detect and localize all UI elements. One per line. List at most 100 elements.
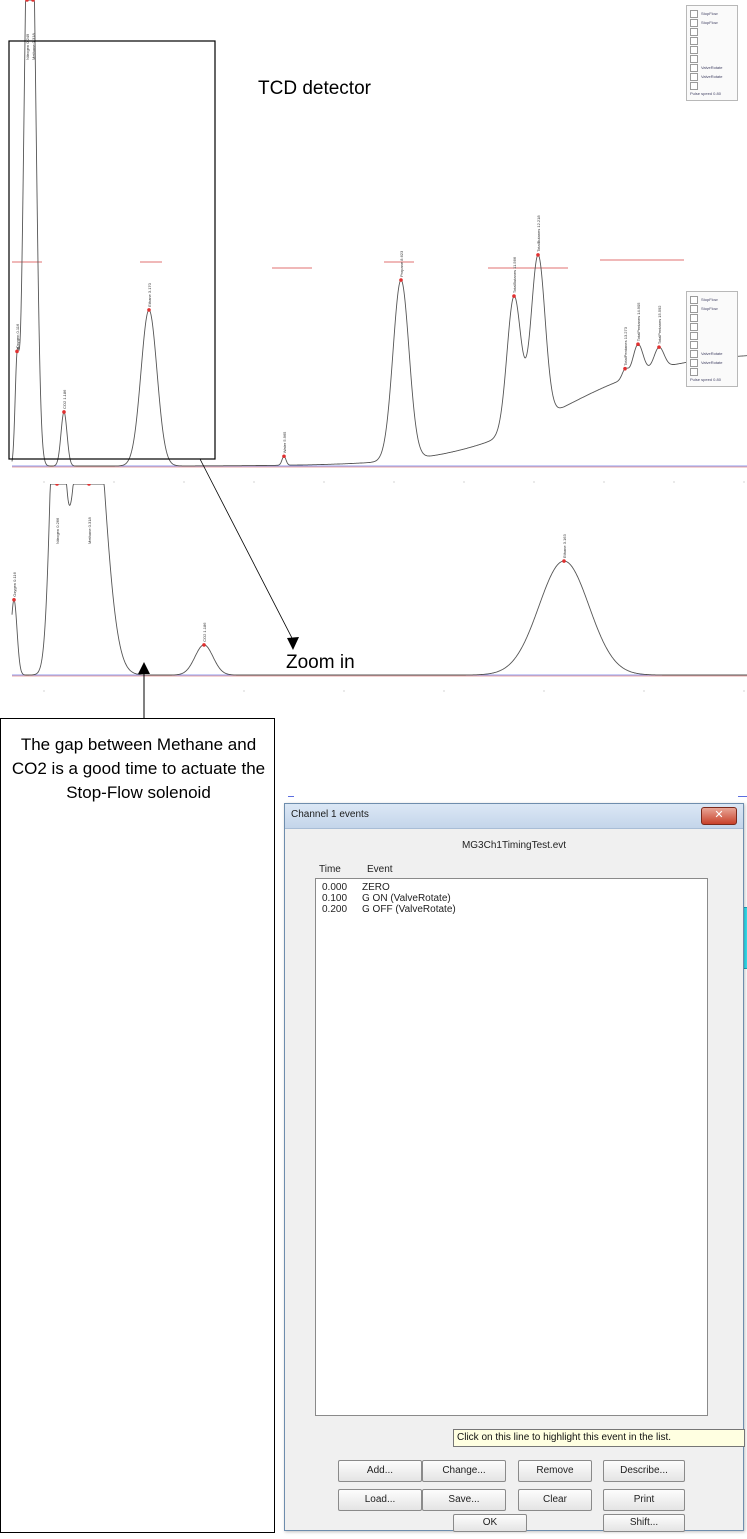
peak-marker bbox=[399, 278, 403, 282]
legend-checkbox[interactable] bbox=[690, 359, 698, 367]
add-button[interactable]: Add... bbox=[338, 1460, 422, 1482]
peak-1: Nitrogen 0.249 bbox=[25, 0, 30, 60]
legend-item bbox=[690, 332, 735, 341]
peak-2: Methane 0.318 bbox=[87, 484, 92, 544]
peak-marker bbox=[202, 643, 206, 647]
peak-8: TotalButanes 12.218 bbox=[536, 215, 541, 257]
zoom-arrow bbox=[199, 458, 294, 641]
legend-checkbox[interactable] bbox=[690, 332, 698, 340]
legend-checkbox[interactable] bbox=[690, 46, 698, 54]
legend-checkbox[interactable] bbox=[690, 37, 698, 45]
event-name: G ON (ValveRotate) bbox=[362, 893, 451, 904]
peak-label: Water 5.965 bbox=[282, 431, 287, 453]
note-text: The gap between Methane and CO2 is a goo… bbox=[11, 735, 266, 802]
describe-button[interactable]: Describe... bbox=[603, 1460, 685, 1482]
legend-checkbox[interactable] bbox=[690, 73, 698, 81]
legend-item bbox=[690, 323, 735, 332]
peak-marker bbox=[12, 597, 16, 602]
column-header-event: Event bbox=[367, 864, 393, 875]
peak-label: TotalPentanes 13.273 bbox=[623, 326, 628, 365]
list-item[interactable]: 0.200 G OFF (ValveRotate) bbox=[320, 904, 456, 915]
legend-checkbox[interactable] bbox=[690, 55, 698, 63]
tcd-chromatogram-full: Oxygen 0.116 Nitrogen 0.249 Methane 0.318 C… bbox=[11, 0, 747, 483]
column-header-time: Time bbox=[319, 864, 341, 875]
legend-checkbox[interactable] bbox=[690, 341, 698, 349]
list-item[interactable]: 0.100 G ON (ValveRotate) bbox=[320, 893, 451, 904]
background-line-right bbox=[738, 796, 747, 797]
legend-checkbox[interactable] bbox=[690, 19, 698, 27]
legend-checkbox[interactable] bbox=[690, 64, 698, 72]
peak-label: CO2 1.186 bbox=[62, 389, 67, 409]
peak-marker bbox=[55, 484, 59, 486]
print-button[interactable]: Print bbox=[603, 1489, 685, 1511]
close-icon[interactable]: ✕ bbox=[701, 807, 737, 825]
peak-3: CO2 1.186 bbox=[62, 389, 67, 414]
peak-label: TotalButanes 11.566 bbox=[512, 256, 517, 293]
zoom-label: Zoom in bbox=[286, 652, 355, 673]
legend-item bbox=[690, 314, 735, 323]
legend-checkbox[interactable] bbox=[690, 350, 698, 358]
legend-label: StopFlow bbox=[701, 20, 718, 25]
peak-marker bbox=[623, 366, 627, 371]
peak-10: TotalPentanes 14.905 bbox=[636, 302, 641, 347]
legend-checkbox[interactable] bbox=[690, 28, 698, 36]
peak-0: Oxygen 0.116 bbox=[15, 323, 20, 354]
save-button[interactable]: Save... bbox=[422, 1489, 506, 1511]
legend-label: StopFlow bbox=[701, 306, 718, 311]
annotation-overlay bbox=[8, 40, 299, 718]
legend-checkbox[interactable] bbox=[690, 368, 698, 376]
load-button[interactable]: Load... bbox=[338, 1489, 422, 1511]
peak-marker bbox=[282, 454, 286, 459]
peak-label: Oxygen 0.116 bbox=[15, 323, 20, 348]
peak-marker bbox=[87, 484, 91, 486]
ok-button[interactable]: OK bbox=[453, 1514, 527, 1532]
legend-item: ValveRotate bbox=[690, 350, 735, 359]
peak-9: TotalPentanes 13.273 bbox=[623, 326, 628, 371]
events-list[interactable]: 0.000 ZERO 0.100 G ON (ValveRotate) 0.200 G… bbox=[315, 878, 708, 1416]
events-dialog: Channel 1 events ✕ MG3Ch1TimingTest.evt … bbox=[284, 803, 745, 1532]
legend-item: StopFlow bbox=[690, 10, 735, 19]
peak-marker bbox=[31, 0, 35, 2]
zoom-region-box bbox=[8, 40, 216, 460]
list-item[interactable]: 0.000 ZERO bbox=[320, 882, 390, 893]
event-time: 0.100 bbox=[322, 893, 348, 904]
peak-1: Nitrogen 0.266 bbox=[55, 484, 60, 544]
legend-checkbox[interactable] bbox=[690, 323, 698, 331]
legend-checkbox[interactable] bbox=[690, 296, 698, 304]
legend-item: ValveRotate bbox=[690, 359, 735, 368]
legend-checkbox[interactable] bbox=[690, 305, 698, 313]
event-time: 0.200 bbox=[322, 904, 348, 915]
peak-5: Water 5.965 bbox=[282, 431, 287, 459]
peak-4: Ethane 3.170 bbox=[147, 282, 152, 312]
dialog-titlebar[interactable]: Channel 1 events ✕ bbox=[285, 804, 743, 829]
peak-2: Methane 0.318 bbox=[31, 0, 36, 60]
peak-label: Methane 0.318 bbox=[31, 33, 36, 60]
peak-label: Ethane 3.163 bbox=[562, 533, 567, 558]
change-button[interactable]: Change... bbox=[422, 1460, 506, 1482]
peak-3: CO2 1.186 bbox=[202, 622, 207, 647]
legend-checkbox[interactable] bbox=[690, 82, 698, 90]
peak-label: Methane 0.318 bbox=[87, 517, 92, 544]
event-time: 0.000 bbox=[322, 882, 348, 893]
peak-label: Propane 8.623 bbox=[399, 250, 404, 277]
legend-panel-top: StopFlow StopFlow ValveRotate ValveRotate Pu… bbox=[686, 5, 738, 101]
peak-0: Oxygen 0.116 bbox=[12, 571, 17, 602]
gap-arrowhead bbox=[138, 662, 150, 674]
legend-checkbox[interactable] bbox=[690, 10, 698, 18]
legend-label: ValveRotate bbox=[701, 360, 723, 365]
dialog-filename: MG3Ch1TimingTest.evt bbox=[461, 840, 567, 851]
clear-button[interactable]: Clear bbox=[518, 1489, 592, 1511]
peak-label: TotalButanes 12.218 bbox=[536, 215, 541, 252]
note-box: The gap between Methane and CO2 is a goo… bbox=[0, 718, 275, 1533]
legend-item bbox=[690, 82, 735, 91]
dialog-title: Channel 1 events bbox=[291, 809, 369, 820]
peak-4: Ethane 3.163 bbox=[562, 533, 567, 563]
legend-item: ValveRotate bbox=[690, 73, 735, 82]
legend-checkbox[interactable] bbox=[690, 314, 698, 322]
shift-button[interactable]: Shift... bbox=[603, 1514, 685, 1532]
legend-item: StopFlow bbox=[690, 296, 735, 305]
legend-label: ValveRotate bbox=[701, 74, 723, 79]
peak-marker bbox=[536, 253, 540, 257]
remove-button[interactable]: Remove bbox=[518, 1460, 592, 1482]
legend-label: ValveRotate bbox=[701, 351, 723, 356]
